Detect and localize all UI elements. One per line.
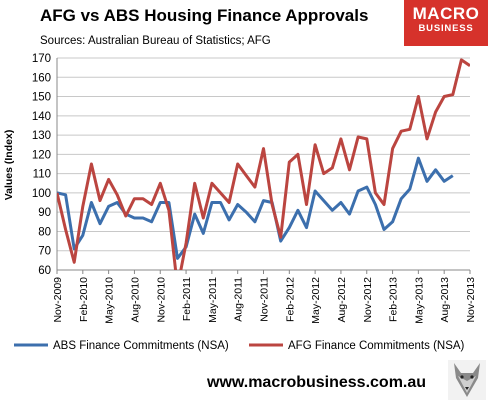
x-tick-label: May-2010: [104, 277, 116, 324]
x-tick-label: Feb-2011: [181, 277, 193, 321]
x-tick-label: Nov-2009: [52, 277, 64, 323]
x-tick-label: May-2013: [413, 277, 425, 324]
y-tick-label: 60: [38, 265, 51, 277]
axes: [56, 58, 470, 271]
x-tick-label: Feb-2010: [78, 277, 90, 322]
y-tick-label: 100: [32, 188, 51, 200]
x-tick-label: Feb-2013: [388, 277, 400, 322]
logo-line2: BUSINESS: [418, 23, 474, 34]
x-tick-label: Feb-2012: [284, 277, 296, 322]
y-tick-label: 150: [32, 92, 51, 104]
x-tick-label: May-2011: [207, 277, 219, 323]
y-axis-label: Values (Index): [3, 130, 15, 201]
gridlines: [57, 57, 470, 271]
x-tick-label: Nov-2011: [259, 277, 271, 322]
chart-title: AFG vs ABS Housing Finance Approvals: [40, 6, 369, 25]
y-tick-label: 140: [32, 111, 51, 123]
x-tick-label: Aug-2012: [336, 277, 348, 323]
chart-subtitle: Sources: Australian Bureau of Statistics…: [40, 35, 271, 47]
legend-label: ABS Finance Commitments (NSA): [53, 340, 229, 352]
logo-line1: MACRO: [412, 4, 480, 23]
macrobusiness-logo: MACRO BUSINESS: [404, 0, 488, 46]
y-tick-label: 80: [38, 226, 51, 238]
x-tick-label: Aug-2010: [129, 277, 141, 323]
legend-label: AFG Finance Commitments (NSA): [288, 340, 465, 352]
y-tick-label: 170: [32, 53, 51, 65]
y-tick-label: 130: [32, 130, 51, 142]
footer-url: www.macrobusiness.com.au: [207, 374, 427, 391]
y-tick-label: 160: [32, 72, 51, 84]
x-tick-label: Nov-2010: [155, 277, 167, 323]
series-line-afg: [57, 58, 470, 270]
wolf-logo-icon: [448, 360, 486, 400]
series-lines: [57, 58, 470, 270]
legend: ABS Finance Commitments (NSA) AFG Finance…: [14, 340, 465, 352]
y-tick-labels: 60 70 80 90 100 110 120 130 140 150 160 170: [32, 53, 51, 277]
x-tick-label: Aug-2011: [233, 277, 245, 322]
y-tick-label: 90: [38, 207, 51, 219]
x-tick-labels: Nov-2009 Feb-2010 May-2010 Aug-2010 Nov-2010…: [52, 270, 477, 324]
x-tick-label: May-2012: [310, 277, 322, 324]
x-tick-label: Nov-2012: [362, 277, 374, 323]
x-tick-label: Nov-2013: [465, 277, 477, 323]
y-tick-label: 110: [33, 169, 51, 181]
y-tick-label: 70: [38, 246, 51, 258]
x-tick-label: Aug-2013: [439, 277, 451, 323]
y-tick-label: 120: [32, 149, 51, 161]
